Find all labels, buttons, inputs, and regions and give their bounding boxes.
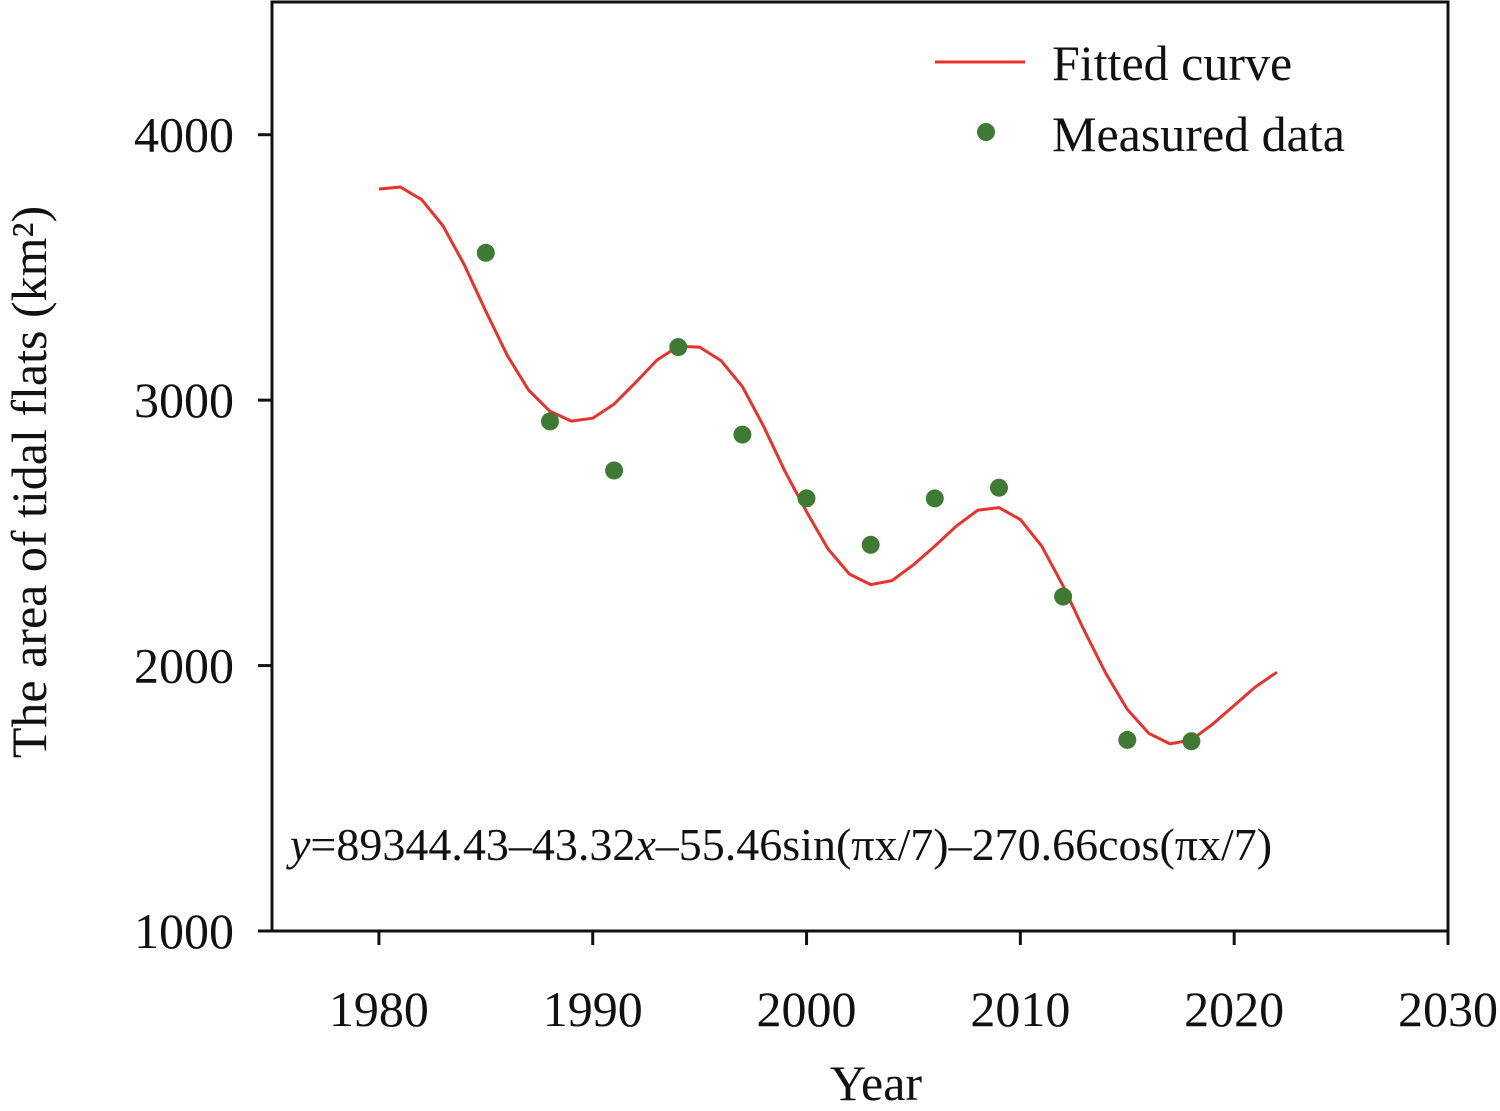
y-tick-label: 4000 xyxy=(134,107,234,163)
x-tick-label: 1990 xyxy=(543,981,643,1037)
equation-part-1: =89344.43–43.32 xyxy=(310,819,635,870)
legend-fitted-label: Fitted curve xyxy=(1052,35,1292,91)
measured-data-point xyxy=(733,425,752,444)
y-tick-label: 2000 xyxy=(134,638,234,694)
measured-data-point xyxy=(861,535,880,554)
equation-part-2: –55.46sin(πx/7)–270.66cos(πx/7) xyxy=(655,819,1272,870)
measured-data-point xyxy=(605,461,624,480)
measured-data-point xyxy=(925,489,944,508)
y-axis: 1000 2000 3000 4000 xyxy=(134,107,272,959)
x-axis-title: Year xyxy=(830,1055,922,1111)
equation-annotation: y=89344.43–43.32x–55.46sin(πx/7)–270.66c… xyxy=(286,819,1272,870)
legend-measured-swatch xyxy=(977,123,995,141)
equation-y-variable: y xyxy=(286,819,311,870)
measured-data-point xyxy=(1054,587,1073,606)
y-axis-title: The area of tidal flats (km²) xyxy=(1,206,57,758)
measured-data-point xyxy=(797,489,816,508)
legend: Fitted curve Measured data xyxy=(935,35,1345,162)
fitted-curve-line xyxy=(378,185,1278,746)
measured-data-point xyxy=(541,412,559,431)
measured-data-point xyxy=(1118,730,1137,749)
legend-measured-label: Measured data xyxy=(1052,106,1345,162)
x-tick-label: 2030 xyxy=(1398,981,1498,1037)
measured-data-point xyxy=(476,243,495,262)
measured-data-point xyxy=(669,338,688,357)
y-tick-label: 1000 xyxy=(134,903,234,959)
measured-data-point xyxy=(990,478,1008,497)
plot-area xyxy=(378,185,1278,751)
x-tick-label: 2000 xyxy=(757,981,857,1037)
measured-data-point xyxy=(1182,732,1201,751)
x-tick-label: 1980 xyxy=(329,981,429,1037)
x-tick-label: 2010 xyxy=(970,981,1070,1037)
x-axis: 1980 1990 2000 2010 2020 2030 xyxy=(329,931,1498,1037)
y-tick-label: 3000 xyxy=(134,372,234,428)
equation-x-variable: x xyxy=(634,819,656,870)
plot-frame xyxy=(270,0,1450,933)
x-tick-label: 2020 xyxy=(1184,981,1284,1037)
